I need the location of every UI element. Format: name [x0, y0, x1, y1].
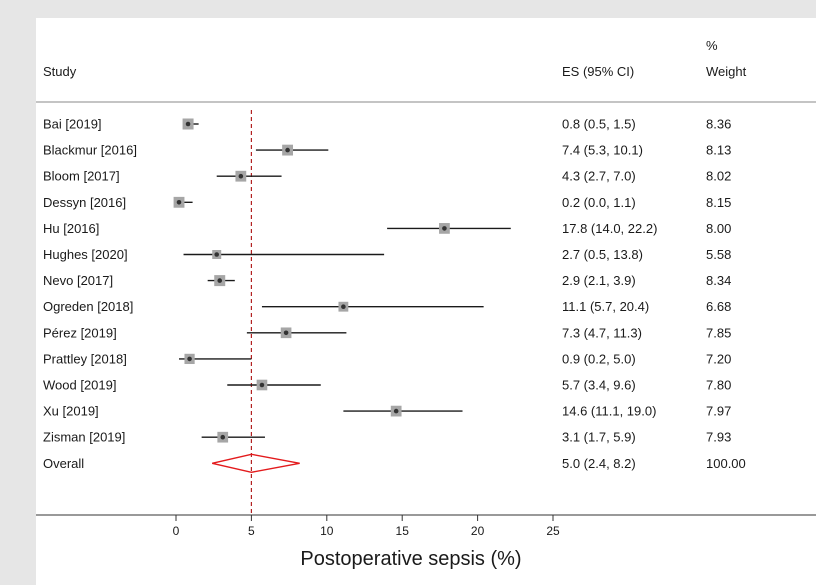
point-estimate [185, 121, 191, 127]
study-name: Prattley [2018] [43, 351, 127, 366]
plot-panel: Study ES (95% CI) % Weight Postoperative… [36, 18, 816, 585]
point-estimate [238, 173, 244, 179]
overall-label: Overall [43, 456, 84, 471]
point-estimate [214, 252, 220, 257]
weight-value: 8.00 [706, 221, 731, 236]
study-rows: Bai [2019] 0.8 (0.5, 1.5) 8.36 Blackmur [20… [43, 117, 731, 445]
weight-value: 8.13 [706, 143, 731, 158]
study-row: Nevo [2017] 2.9 (2.1, 3.9) 8.34 [43, 273, 731, 288]
es-ci-value: 2.9 (2.1, 3.9) [562, 273, 636, 288]
overall-row: Overall 5.0 (2.4, 8.2) 100.00 [43, 453, 746, 474]
weight-value: 8.34 [706, 273, 731, 288]
es-ci-value: 4.3 (2.7, 7.0) [562, 169, 636, 184]
es-ci-value: 11.1 (5.7, 20.4) [562, 299, 649, 314]
overall-diamond [212, 453, 300, 474]
point-estimate [187, 356, 192, 362]
point-estimate [283, 330, 289, 336]
point-estimate [217, 278, 223, 283]
x-tick-label: 25 [546, 524, 560, 538]
overall-weight: 100.00 [706, 456, 746, 471]
study-name: Hu [2016] [43, 221, 99, 236]
x-tick-label: 10 [320, 524, 334, 538]
study-row: Hughes [2020] 2.7 (0.5, 13.8) 5.58 [43, 247, 731, 262]
study-name: Hughes [2020] [43, 247, 128, 262]
study-row: Bai [2019] 0.8 (0.5, 1.5) 8.36 [43, 117, 731, 132]
point-estimate [220, 434, 226, 440]
study-row: Zisman [2019] 3.1 (1.7, 5.9) 7.93 [43, 430, 731, 445]
x-tick-label: 15 [396, 524, 410, 538]
point-estimate [285, 147, 290, 153]
point-estimate [393, 408, 399, 414]
study-name: Ogreden [2018] [43, 299, 133, 314]
x-tick-label: 5 [248, 524, 255, 538]
study-row: Pérez [2019] 7.3 (4.7, 11.3) 7.85 [43, 325, 731, 340]
study-row: Hu [2016] 17.8 (14.0, 22.2) 8.00 [43, 221, 731, 236]
es-ci-value: 5.7 (3.4, 9.6) [562, 378, 636, 393]
weight-value: 8.36 [706, 117, 731, 132]
study-row: Bloom [2017] 4.3 (2.7, 7.0) 8.02 [43, 169, 731, 184]
header-es: ES (95% CI) [562, 64, 634, 79]
forest-plot: Study ES (95% CI) % Weight Postoperative… [36, 38, 816, 570]
es-ci-value: 0.2 (0.0, 1.1) [562, 195, 636, 210]
x-axis-ticks: 0 5 10 15 20 25 [173, 515, 560, 538]
study-row: Blackmur [2016] 7.4 (5.3, 10.1) 8.13 [43, 143, 731, 158]
point-estimate [176, 200, 182, 205]
weight-value: 5.58 [706, 247, 731, 262]
study-name: Wood [2019] [43, 378, 116, 393]
study-row: Prattley [2018] 0.9 (0.2, 5.0) 7.20 [43, 351, 731, 366]
weight-value: 6.68 [706, 299, 731, 314]
study-row: Dessyn [2016] 0.2 (0.0, 1.1) 8.15 [43, 195, 731, 210]
es-ci-value: 7.3 (4.7, 11.3) [562, 325, 642, 340]
header-weight-percent: % [706, 38, 718, 53]
study-name: Dessyn [2016] [43, 195, 126, 210]
weight-value: 7.80 [706, 378, 731, 393]
es-ci-value: 3.1 (1.7, 5.9) [562, 430, 636, 445]
weight-value: 8.15 [706, 195, 731, 210]
es-ci-value: 0.8 (0.5, 1.5) [562, 117, 636, 132]
study-name: Nevo [2017] [43, 273, 113, 288]
x-tick-label: 20 [471, 524, 485, 538]
point-estimate [259, 382, 265, 388]
overall-es-ci: 5.0 (2.4, 8.2) [562, 456, 636, 471]
study-name: Pérez [2019] [43, 325, 117, 340]
study-name: Bloom [2017] [43, 169, 120, 184]
point-estimate [442, 226, 447, 231]
weight-value: 8.02 [706, 169, 731, 184]
study-row: Wood [2019] 5.7 (3.4, 9.6) 7.80 [43, 378, 731, 393]
study-name: Zisman [2019] [43, 430, 125, 445]
weight-value: 7.97 [706, 404, 731, 419]
weight-value: 7.93 [706, 430, 731, 445]
study-name: Bai [2019] [43, 117, 102, 132]
header-weight: Weight [706, 64, 747, 79]
x-axis-label: Postoperative sepsis (%) [300, 548, 521, 570]
es-ci-value: 0.9 (0.2, 5.0) [562, 351, 636, 366]
es-ci-value: 17.8 (14.0, 22.2) [562, 221, 657, 236]
study-row: Ogreden [2018] 11.1 (5.7, 20.4) 6.68 [43, 299, 731, 314]
study-name: Blackmur [2016] [43, 143, 137, 158]
x-tick-label: 0 [173, 524, 180, 538]
es-ci-value: 7.4 (5.3, 10.1) [562, 143, 643, 158]
point-estimate [341, 304, 346, 310]
weight-value: 7.20 [706, 351, 731, 366]
weight-value: 7.85 [706, 325, 731, 340]
header-study: Study [43, 64, 77, 79]
study-row: Xu [2019] 14.6 (11.1, 19.0) 7.97 [43, 404, 731, 419]
es-ci-value: 2.7 (0.5, 13.8) [562, 247, 643, 262]
es-ci-value: 14.6 (11.1, 19.0) [562, 404, 656, 419]
study-name: Xu [2019] [43, 404, 99, 419]
